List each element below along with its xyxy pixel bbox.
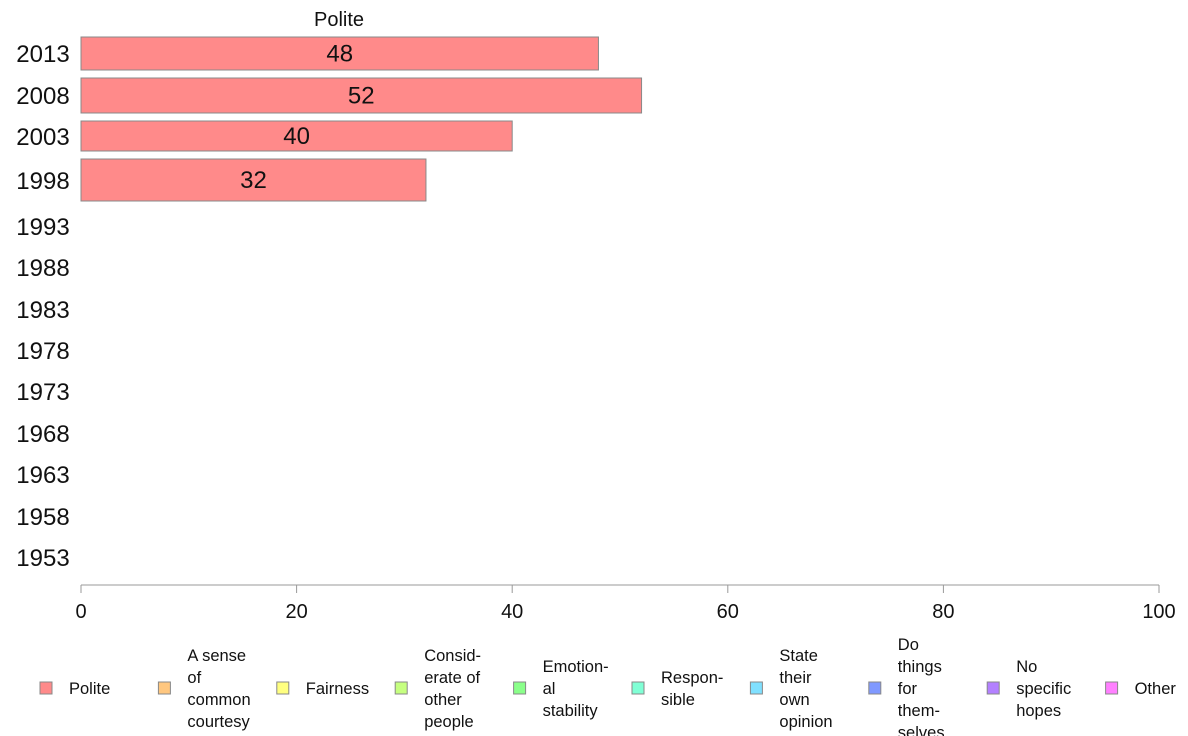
legend-label-line: their (779, 669, 812, 687)
legend-label-line: No (1016, 658, 1037, 676)
legend-label-line: Other (1135, 680, 1177, 698)
bar-2013 (80, 36, 599, 71)
legend-label-line: specific (1016, 680, 1071, 698)
category-label-1958: 1958 (16, 504, 69, 531)
legend-label-line: them- (898, 702, 940, 720)
x-tick-label-100: 100 (1142, 601, 1175, 623)
legend-swatch-1 (157, 681, 171, 695)
x-tick-label-60: 60 (717, 601, 739, 623)
legend-swatch-5 (631, 681, 645, 695)
legend-swatch-0 (39, 681, 53, 695)
bar-1998 (80, 158, 427, 202)
legend-label-line: common (187, 691, 250, 709)
category-label-1983: 1983 (16, 297, 69, 324)
legend-swatch-4 (513, 681, 527, 695)
legend-label-2: Fairness (306, 680, 369, 698)
x-tick-label-20: 20 (285, 601, 307, 623)
legend-label-line: Respon- (661, 669, 723, 687)
legend-label-line: own (779, 691, 809, 709)
legend-label-line: for (898, 680, 918, 698)
x-tick-label-80: 80 (932, 601, 954, 623)
category-label-2013: 2013 (16, 41, 69, 68)
legend-label-line: things (898, 658, 942, 676)
category-label-1998: 1998 (16, 168, 69, 195)
legend-label-6: State their own opinion (779, 647, 832, 731)
category-label-1968: 1968 (16, 421, 69, 448)
legend-label-line: selves (898, 724, 945, 736)
legend-label-line: A sense (187, 647, 246, 665)
legend-label-3: Consid-erate of other people (424, 647, 481, 731)
legend-label-line: al (543, 680, 556, 698)
data-label-2013: 48 (326, 41, 353, 68)
category-label-1988: 1988 (16, 255, 69, 282)
legend-label-9: Other (1135, 680, 1177, 698)
legend-label-line: people (424, 713, 474, 731)
legend-label-7: Do things for them-selves (898, 636, 945, 736)
legend-swatch-8 (986, 681, 1000, 695)
legend-label-line: sible (661, 691, 695, 709)
bar-2003 (80, 120, 513, 152)
legend-swatch-6 (749, 681, 763, 695)
category-label-1973: 1973 (16, 379, 69, 406)
category-label-1953: 1953 (16, 545, 69, 572)
category-label-2008: 2008 (16, 83, 69, 110)
data-label-2008: 52 (348, 83, 375, 110)
legend-label-line: of (187, 669, 201, 687)
category-label-1978: 1978 (16, 338, 69, 365)
legend-label-line: Polite (69, 680, 110, 698)
category-label-1963: 1963 (16, 462, 69, 489)
data-label-2003: 40 (283, 123, 310, 150)
legend-label-line: hopes (1016, 702, 1061, 720)
legend-label-line: stability (543, 702, 599, 720)
legend-label-line: erate of (424, 669, 480, 687)
category-label-1993: 1993 (16, 214, 69, 241)
category-label-2003: 2003 (16, 124, 69, 151)
legend-label-line: Emotion- (543, 658, 609, 676)
legend-label-5: Respon-sible (661, 669, 723, 709)
legend-label-1: A sense of common courtesy (187, 647, 250, 731)
x-tick-label-40: 40 (501, 601, 523, 623)
legend-label-line: Consid- (424, 647, 481, 665)
legend-swatch-7 (868, 681, 882, 695)
legend-label-line: courtesy (187, 713, 250, 731)
legend-label-8: No specific hopes (1016, 658, 1071, 720)
x-tick-label-0: 0 (75, 601, 86, 623)
legend-label-0: Polite (69, 680, 110, 698)
legend-label-line: State (779, 647, 818, 665)
legend-label-4: Emotion-al stability (543, 658, 609, 720)
legend-swatch-3 (394, 681, 408, 695)
legend-label-line: other (424, 691, 462, 709)
legend-swatch-9 (1105, 681, 1119, 695)
legend-swatch-2 (276, 681, 290, 695)
legend-label-line: opinion (779, 713, 832, 731)
legend-label-line: Fairness (306, 680, 369, 698)
legend-label-line: Do (898, 636, 919, 654)
bar-2008 (80, 77, 643, 114)
data-label-1998: 32 (240, 167, 267, 194)
chart-title: Polite (314, 9, 364, 31)
